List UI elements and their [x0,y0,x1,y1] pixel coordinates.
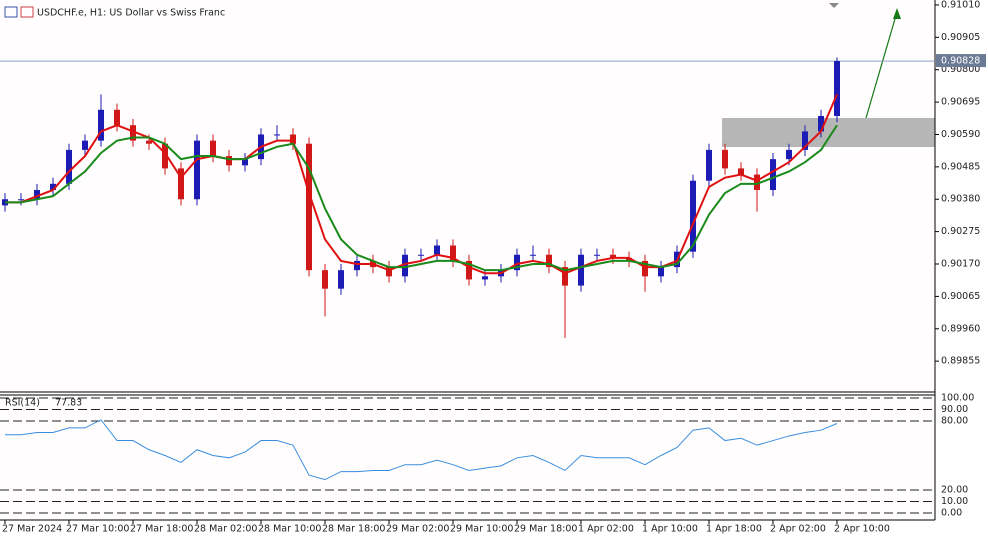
candle-body [626,257,632,261]
candle-body [706,149,712,181]
candle-body [818,115,824,132]
candle-body [770,159,776,190]
y-tick-label: 0.89960 [941,323,980,334]
x-tick-label: 28 Mar 02:00 [194,524,257,535]
chart-title: USDCHF.e, H1: US Dollar vs Swiss Franc [37,8,225,19]
y-tick-label: 90.00 [941,404,968,415]
x-tick-label: 27 Mar 10:00 [66,524,129,535]
candle-body [594,254,600,256]
candle-body [130,125,136,141]
candle-body [578,254,584,286]
rsi-panel [0,395,935,520]
x-tick-label: 27 Mar 18:00 [130,524,193,535]
y-tick-label: 0.89855 [941,356,980,367]
y-tick-label: 0.90695 [941,97,980,108]
candle-body [50,183,56,190]
candle-body [834,61,840,116]
icon [20,6,34,18]
icon [4,6,18,18]
candle-body [114,109,120,126]
y-tick-label: 0.91010 [941,0,980,10]
rsi-title: RSI(14) [5,398,40,409]
candle-body [786,149,792,160]
rsi-line [5,419,838,481]
y-tick-label: 20.00 [941,485,968,496]
candle-body [546,254,552,268]
candle-body [434,245,440,255]
y-tick-label: 0.90800 [941,64,980,75]
marker [829,3,839,8]
candle-body [146,140,152,144]
x-tick-label: 1 Apr 02:00 [578,524,634,535]
y-tick-label: 0.90485 [941,161,980,172]
moving-average [5,93,838,275]
x-tick-label: 29 Mar 02:00 [386,524,449,535]
candle-body [226,156,232,166]
trend-arrow [865,11,898,119]
candle-body [690,180,696,252]
candle-body [754,174,760,190]
candle-body [34,189,40,200]
y-tick-label: 80.00 [941,416,968,427]
y-tick-label: 0.90170 [941,259,980,270]
candle-body [610,254,616,258]
candle-body [194,140,200,200]
y-tick-label: 0.90590 [941,129,980,140]
candle-body [482,276,488,280]
candle-body [18,199,24,201]
price-label: 0.90828 [941,56,980,67]
candle-body [98,109,104,141]
x-tick-label: 29 Mar 18:00 [514,524,577,535]
rsi-value: 77.83 [55,398,82,409]
price-panel [0,0,935,392]
candle-body [242,159,248,166]
candle-body [386,267,392,277]
x-tick-label: 27 Mar 2024 [2,524,62,535]
y-tick-label: 100.00 [941,393,974,404]
candle-body [162,143,168,169]
y-tick-label: 10.00 [941,496,968,507]
arrow-head [893,8,901,19]
price-badge [936,54,986,68]
x-tick-label: 1 Apr 10:00 [642,524,698,535]
candle-body [722,149,728,169]
x-tick-label: 28 Mar 10:00 [258,524,321,535]
candle-body [658,267,664,277]
y-tick-label: 0.90065 [941,291,980,302]
y-tick-label: 0.00 [941,508,962,519]
candle-body [338,270,344,289]
y-tick-label: 0.90275 [941,226,980,237]
candle-body [514,254,520,271]
candle-body [210,140,216,157]
candle-body [802,131,808,150]
x-tick-label: 2 Apr 02:00 [770,524,826,535]
candle-body [450,245,456,261]
candle-body [466,260,472,280]
candle-body [306,143,312,271]
candle-body [418,254,424,256]
candle-body [178,168,184,200]
candle-body [402,254,408,277]
zone-box [722,118,935,147]
candle-body [274,134,280,136]
candle-body [562,267,568,286]
candle-body [290,134,296,144]
x-tick-label: 28 Mar 18:00 [322,524,385,535]
moving-average [5,124,838,272]
candle-body [642,260,648,277]
y-tick-label: 0.90905 [941,32,980,43]
x-tick-label: 2 Apr 10:00 [834,524,890,535]
y-tick-label: 0.90380 [941,194,980,205]
candle-body [82,140,88,150]
candle-body [322,270,328,289]
candle-body [738,168,744,175]
candle-body [66,149,72,184]
x-tick-label: 29 Mar 10:00 [450,524,513,535]
candle-body [354,260,360,271]
candle-body [530,254,536,256]
x-tick-label: 1 Apr 18:00 [706,524,762,535]
